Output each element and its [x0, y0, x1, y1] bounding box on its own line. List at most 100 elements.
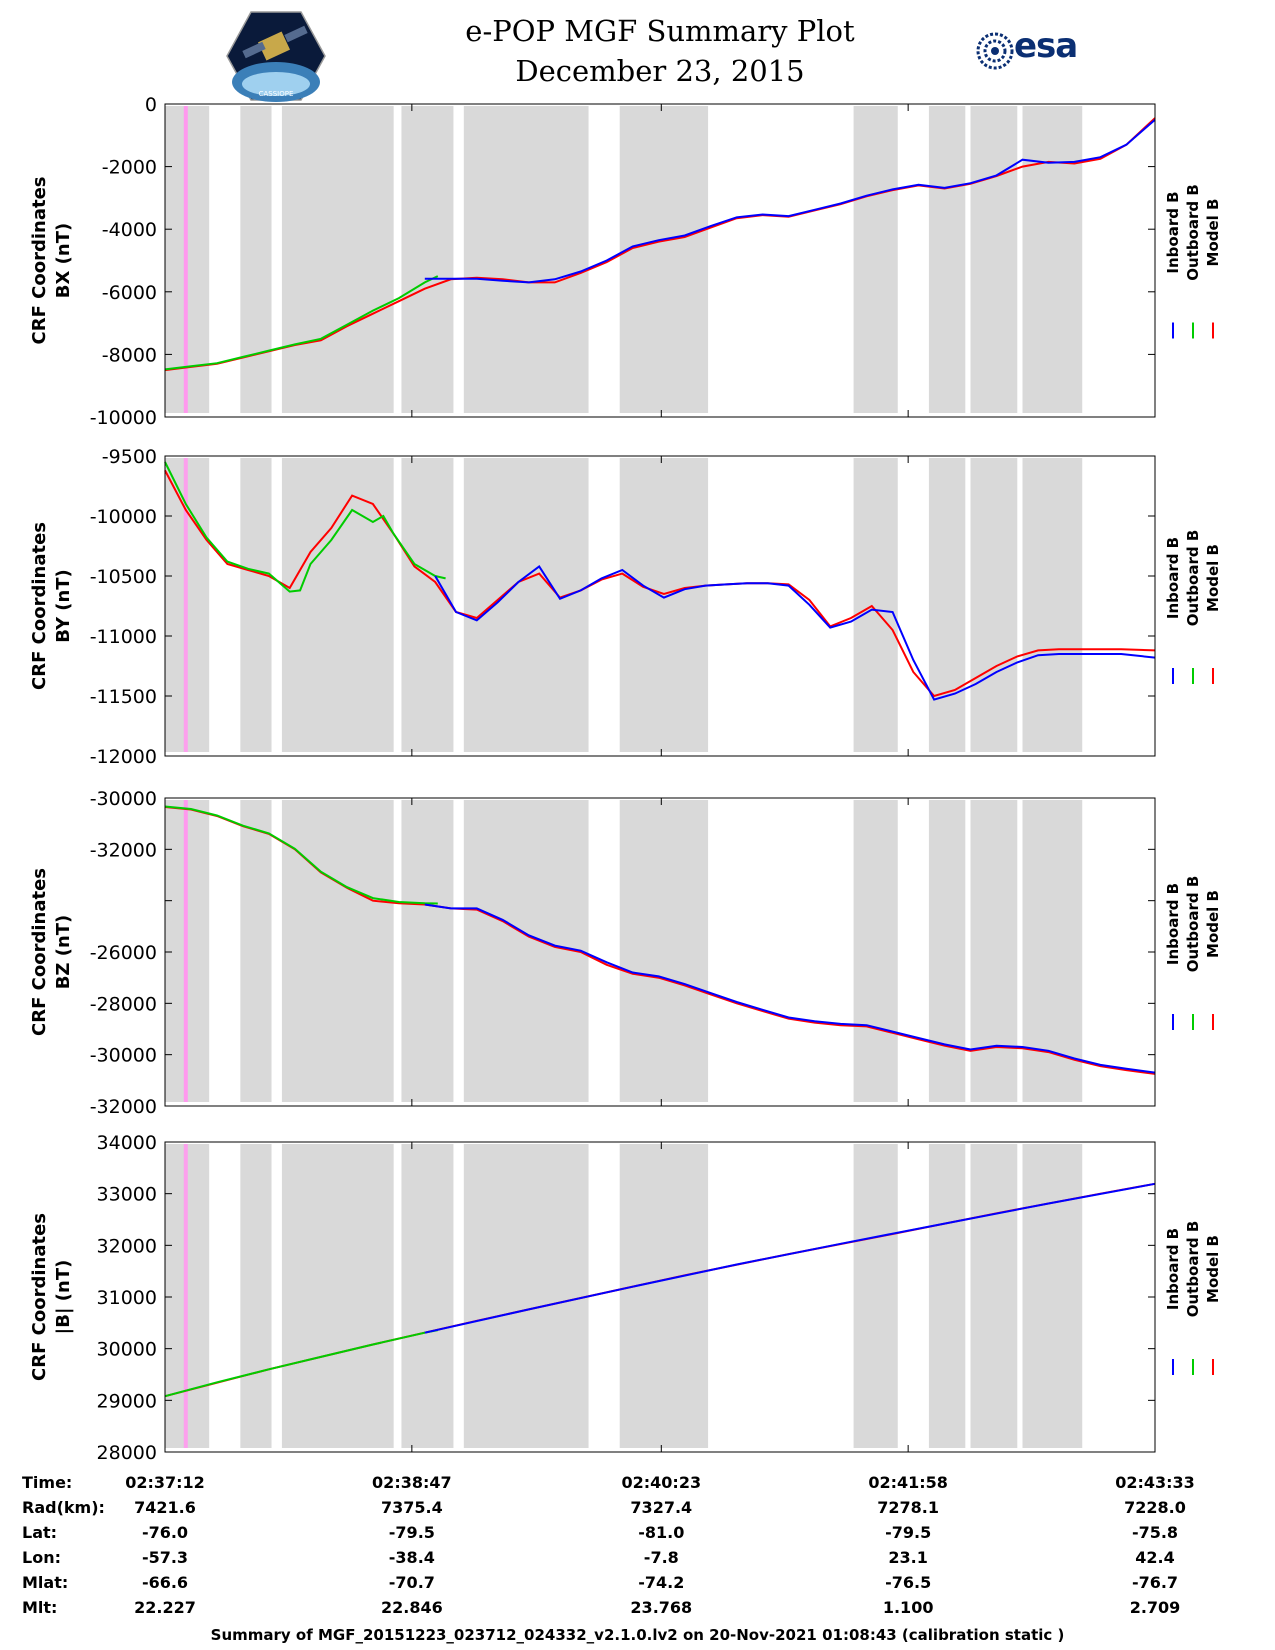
table-row-label: Time: [22, 1473, 72, 1492]
y-tick-label: 34000 [97, 1132, 157, 1154]
table-row-label: Mlt: [22, 1598, 57, 1617]
table-cell: -74.2 [638, 1573, 684, 1592]
cassiope-logo: CASSIOPE [225, 10, 327, 102]
logo-caption: CASSIOPE [259, 90, 294, 98]
time-marker [183, 458, 188, 752]
table-cell: -76.7 [1132, 1573, 1178, 1592]
table-cell: -75.8 [1132, 1523, 1178, 1542]
gap-band [928, 800, 966, 1102]
gap-band [401, 458, 454, 752]
legend-label: Outboard B [1184, 184, 1202, 281]
gap-band [1022, 106, 1083, 413]
table-cell: 02:38:47 [372, 1473, 452, 1492]
y-tick-label: -10000 [90, 506, 157, 528]
gap-band [619, 106, 709, 413]
table-cell: -79.5 [389, 1523, 435, 1542]
y-tick-label: 31000 [97, 1287, 157, 1309]
legend-label: Model B [1204, 890, 1222, 958]
plot-date: December 23, 2015 [515, 54, 805, 88]
table-row-label: Rad(km): [22, 1498, 105, 1517]
gap-band [463, 106, 589, 413]
table-cell: 22.846 [381, 1598, 443, 1617]
table-cell: 7421.6 [134, 1498, 196, 1517]
table-cell: 02:37:12 [125, 1473, 205, 1492]
gap-band [853, 106, 898, 413]
series-line-outboard [164, 461, 446, 593]
gap-band [281, 106, 394, 413]
series-line-inboard [424, 1182, 1156, 1334]
table-cell: 23.1 [888, 1548, 927, 1567]
gap-band [240, 1144, 272, 1448]
series-line-outboard [164, 275, 439, 371]
gap-band [853, 1144, 898, 1448]
gap-band [240, 458, 272, 752]
gap-band [619, 800, 709, 1102]
table-cell: 7228.0 [1124, 1498, 1186, 1517]
table-cell: -79.5 [885, 1523, 931, 1542]
y-axis-unit-label: |B| (nT) [53, 1260, 74, 1335]
gap-band [463, 1144, 589, 1448]
y-tick-label: -10500 [90, 566, 157, 588]
gap-band [401, 106, 454, 413]
legend-label: Model B [1204, 199, 1222, 267]
y-tick-label: -30000 [90, 788, 157, 810]
y-axis-unit-label: BX (nT) [53, 223, 74, 298]
table-cell: -76.5 [885, 1573, 931, 1592]
legend-label: Inboard B [1164, 883, 1182, 965]
y-tick-label: 0 [145, 94, 157, 116]
y-axis-unit-label: BZ (nT) [53, 915, 74, 990]
gap-band [928, 1144, 966, 1448]
y-axis-label: CRF Coordinates [29, 868, 50, 1036]
table-cell: -70.7 [389, 1573, 435, 1592]
legend-label: Inboard B [1164, 537, 1182, 619]
y-tick-label: -6000 [102, 282, 157, 304]
y-tick-label: 28000 [97, 1442, 157, 1464]
gap-band [401, 1144, 454, 1448]
legend-label: Model B [1204, 544, 1222, 612]
table-cell: 7375.4 [381, 1498, 443, 1517]
table-cell: 23.768 [630, 1598, 692, 1617]
gap-band [240, 106, 272, 413]
table-cell: -57.3 [142, 1548, 188, 1567]
table-cell: 02:41:58 [868, 1473, 948, 1492]
table-cell: -76.0 [142, 1523, 188, 1542]
table-row-label: Lon: [22, 1548, 61, 1567]
gap-band [463, 800, 589, 1102]
table-cell: 7278.1 [877, 1498, 939, 1517]
gap-band [970, 1144, 1018, 1448]
gap-band [281, 1144, 394, 1448]
table-cell: 7327.4 [630, 1498, 692, 1517]
y-tick-label: -32000 [90, 839, 157, 861]
y-axis-label: CRF Coordinates [29, 522, 50, 690]
gap-band [970, 106, 1018, 413]
table-cell: 2.709 [1130, 1598, 1181, 1617]
y-tick-label: -30000 [90, 1045, 157, 1067]
gap-band [401, 800, 454, 1102]
gap-band [853, 458, 898, 752]
y-tick-label: 32000 [97, 1235, 157, 1257]
series-line-outboard [164, 805, 438, 905]
y-tick-label: -8000 [102, 344, 157, 366]
table-cell: -7.8 [644, 1548, 679, 1567]
table-cell: 1.100 [883, 1598, 934, 1617]
legend-label: Inboard B [1164, 191, 1182, 273]
gap-band [928, 106, 966, 413]
table-cell: 02:40:23 [622, 1473, 702, 1492]
esa-logo-text: esa [1014, 26, 1078, 66]
gap-band [1022, 800, 1083, 1102]
table-cell: -38.4 [389, 1548, 435, 1567]
series-line-inboard [424, 903, 1156, 1074]
y-tick-label: -11500 [90, 686, 157, 708]
gap-band [853, 800, 898, 1102]
chart-panel-2: -9500 -10000 -10500 -11000 -11500 -12000 CRF C… [29, 446, 1222, 768]
y-tick-label: -12000 [90, 746, 157, 768]
table-row-label: Mlat: [22, 1573, 68, 1592]
series-line-inboard [424, 118, 1156, 284]
table-cell: 42.4 [1135, 1548, 1174, 1567]
table-cell: 02:43:33 [1115, 1473, 1195, 1492]
y-tick-label: 33000 [97, 1184, 157, 1206]
y-tick-label: -32000 [90, 1096, 157, 1118]
y-tick-label: -2000 [102, 157, 157, 179]
